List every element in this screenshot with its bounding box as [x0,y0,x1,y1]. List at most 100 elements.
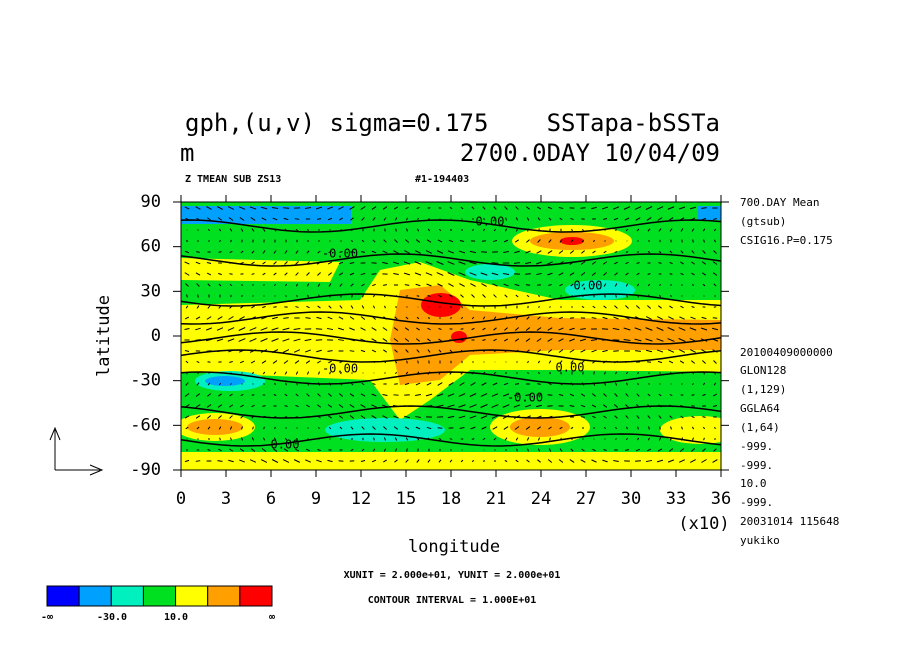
wind-vector [625,371,629,375]
wind-vector [537,448,541,452]
wind-vector [426,382,432,386]
wind-vector [569,317,575,319]
wind-vector [547,349,553,353]
wind-vector [657,448,663,452]
wind-vector [361,448,365,452]
contour-line [181,371,721,385]
wind-vector [601,328,609,330]
wind-vector [592,283,596,287]
wind-vector [645,338,653,342]
wind-vector [427,349,431,353]
wind-vector [185,426,189,430]
wind-vector [228,459,234,463]
wind-vector [471,316,475,320]
wind-vector [548,426,552,430]
wind-vector [460,316,464,320]
wind-vector [251,371,255,375]
colorbar-box [239,585,273,607]
wind-vector [417,360,419,364]
wind-vector [691,261,695,265]
wind-vector [471,294,475,298]
wind-vector [317,393,321,397]
wind-vector [648,383,650,385]
y-tick-label: -60 [130,415,161,435]
wind-vector [669,250,673,254]
wind-vector [524,404,532,408]
wind-vector [559,448,563,452]
wind-vector [262,305,266,309]
wind-vector [702,250,706,254]
wind-vector [384,305,386,309]
wind-vector [636,437,640,441]
wind-vector [263,426,265,430]
wind-vector [613,217,619,221]
wind-vector [448,239,454,243]
wind-vector [559,360,563,364]
wind-vector [636,393,640,397]
wind-vector [527,372,529,374]
wind-vector [338,327,344,331]
wind-vector [449,229,453,231]
wind-vector [494,217,496,221]
wind-vector [361,426,365,430]
x-tick-label: 36 [711,489,731,509]
wind-vector [339,217,343,221]
wind-vector [625,228,629,232]
wind-vector [569,459,575,463]
wind-vector [702,416,706,418]
wind-vector [372,383,376,385]
wind-vector [603,272,607,276]
wind-vector [328,250,332,254]
wind-vector [548,284,552,286]
wind-vector [470,426,476,430]
wind-vector [283,317,289,319]
wind-vector [459,240,465,242]
wind-vector [284,261,288,265]
title: m [180,139,194,167]
wind-vector [415,239,421,243]
wind-vector [316,404,322,408]
wind-vector [527,360,529,364]
wind-vector [206,404,212,408]
wind-vector [525,284,531,286]
wind-vector [504,338,508,342]
wind-vector [350,240,354,242]
wind-vector [415,338,421,342]
wind-vector [436,272,444,276]
wind-vector [458,404,466,408]
wind-vector [603,305,607,309]
wind-vector [491,262,499,264]
wind-vector [668,360,674,364]
wind-vector [394,206,398,210]
wind-vector [658,415,662,419]
wind-vector [394,217,398,221]
wind-vector [438,328,442,330]
wind-vector [371,459,377,463]
wind-vector [261,360,267,364]
wind-vector [394,316,398,320]
wind-vector [251,228,255,232]
wind-vector [493,206,497,210]
wind-vector [284,272,288,276]
wind-vector [439,218,441,220]
wind-vector [549,371,551,375]
wind-vector [602,459,608,463]
colorbar-box [110,585,144,607]
wind-vector [592,448,596,452]
wind-vector [393,327,399,331]
wind-vector [436,416,444,418]
wind-vector [581,283,585,287]
wind-vector [229,283,233,287]
wind-vector [505,217,507,221]
wind-vector [304,206,312,210]
wind-vector [372,448,376,452]
wind-vector [713,239,717,243]
wind-vector [449,459,453,463]
wind-vector [316,349,322,353]
wind-vector [372,294,376,298]
wind-vector [405,206,409,210]
wind-vector [260,459,268,463]
wind-vector [646,217,652,221]
wind-vector [229,448,233,452]
wind-vector [625,449,629,451]
